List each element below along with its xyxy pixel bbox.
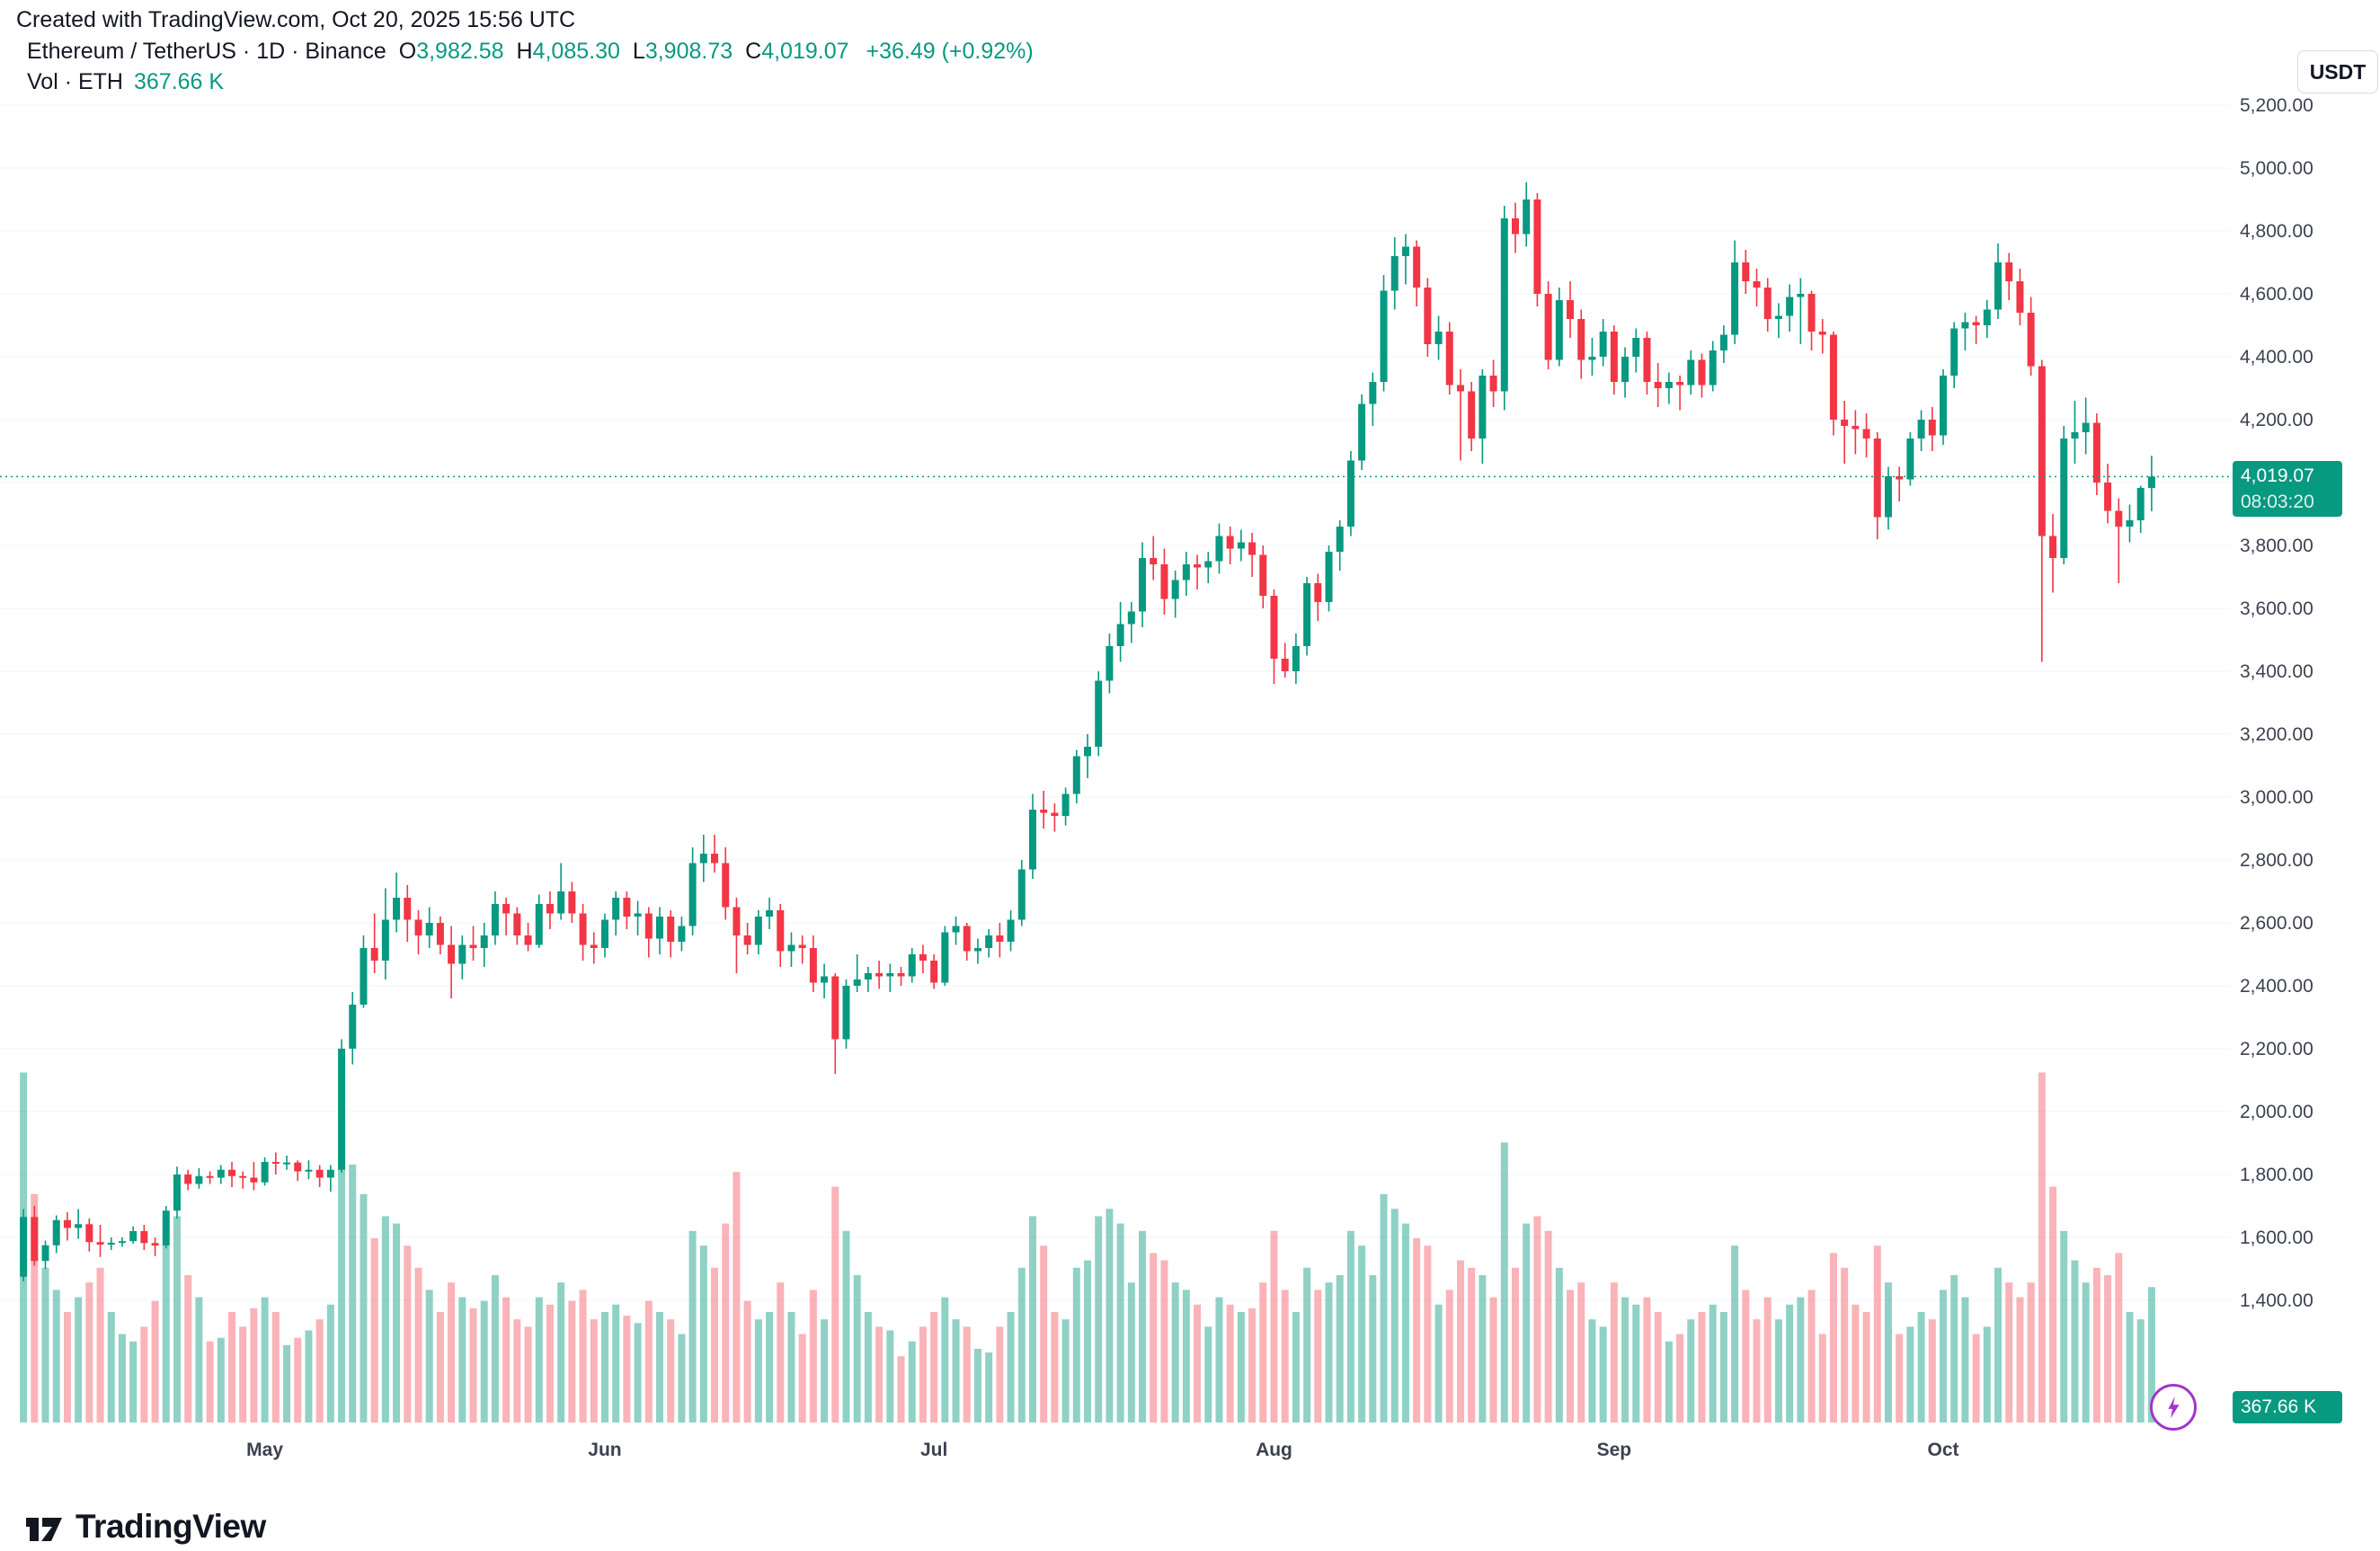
legend-row-volume: Vol · ETH 367.66 K bbox=[27, 66, 1034, 97]
close-value: 4,019.07 bbox=[761, 39, 849, 64]
svg-text:Aug: Aug bbox=[1256, 1440, 1292, 1460]
volume-badge: 367.66 K bbox=[2233, 1391, 2342, 1423]
close-label: C bbox=[745, 39, 762, 64]
tradingview-wordmark: TradingView bbox=[75, 1508, 266, 1545]
symbol-legend: Ethereum / TetherUS · 1D · Binance O3,982… bbox=[27, 36, 1034, 97]
svg-text:1,600.00: 1,600.00 bbox=[2240, 1228, 2313, 1248]
volume-value: 367.66 K bbox=[133, 69, 225, 94]
change-value: +36.49 (+0.92%) bbox=[866, 39, 1034, 64]
svg-text:May: May bbox=[246, 1440, 283, 1460]
svg-text:Jul: Jul bbox=[920, 1440, 947, 1460]
attribution-text: Created with TradingView.com, Oct 20, 20… bbox=[16, 7, 576, 32]
svg-text:2,000.00: 2,000.00 bbox=[2240, 1102, 2313, 1122]
svg-text:4,600.00: 4,600.00 bbox=[2240, 284, 2313, 305]
tradingview-logo[interactable]: TradingView bbox=[23, 1506, 266, 1547]
time-axis[interactable] bbox=[0, 1434, 2380, 1476]
svg-text:3,800.00: 3,800.00 bbox=[2240, 536, 2313, 556]
volume-label: Vol · ETH bbox=[27, 69, 123, 94]
high-value: 4,085.30 bbox=[532, 39, 620, 64]
svg-text:4,800.00: 4,800.00 bbox=[2240, 221, 2313, 242]
low-value: 3,908.73 bbox=[644, 39, 733, 64]
lightning-icon bbox=[2160, 1394, 2187, 1421]
open-label: O bbox=[398, 39, 417, 64]
symbol-title: Ethereum / TetherUS · 1D · Binance bbox=[27, 39, 386, 64]
last-price-badge: 4,019.07 08:03:20 bbox=[2233, 461, 2342, 518]
svg-text:4,200.00: 4,200.00 bbox=[2240, 410, 2313, 430]
svg-text:3,600.00: 3,600.00 bbox=[2240, 598, 2313, 619]
svg-text:3,200.00: 3,200.00 bbox=[2240, 724, 2313, 745]
last-price-value: 4,019.07 bbox=[2241, 465, 2314, 487]
high-label: H bbox=[516, 39, 533, 64]
currency-toggle-button[interactable]: USDT bbox=[2297, 50, 2378, 93]
svg-text:2,600.00: 2,600.00 bbox=[2240, 913, 2313, 934]
flash-button[interactable] bbox=[2150, 1384, 2197, 1431]
svg-text:Oct: Oct bbox=[1927, 1440, 1958, 1460]
price-axis[interactable] bbox=[2231, 36, 2380, 1434]
open-value: 3,982.58 bbox=[416, 39, 504, 64]
svg-text:Jun: Jun bbox=[588, 1440, 621, 1460]
svg-text:5,200.00: 5,200.00 bbox=[2240, 95, 2313, 116]
svg-text:2,800.00: 2,800.00 bbox=[2240, 850, 2313, 871]
svg-text:3,400.00: 3,400.00 bbox=[2240, 661, 2313, 682]
svg-text:1,800.00: 1,800.00 bbox=[2240, 1165, 2313, 1185]
svg-text:3,000.00: 3,000.00 bbox=[2240, 787, 2313, 808]
tradingview-mark-icon bbox=[23, 1506, 65, 1547]
svg-text:Sep: Sep bbox=[1597, 1440, 1632, 1460]
svg-text:2,200.00: 2,200.00 bbox=[2240, 1039, 2313, 1059]
svg-text:4,400.00: 4,400.00 bbox=[2240, 347, 2313, 368]
chart-canvas[interactable] bbox=[0, 36, 2231, 1434]
svg-text:1,400.00: 1,400.00 bbox=[2240, 1290, 2313, 1311]
svg-text:2,400.00: 2,400.00 bbox=[2240, 976, 2313, 997]
bar-countdown: 08:03:20 bbox=[2241, 492, 2314, 513]
svg-text:5,000.00: 5,000.00 bbox=[2240, 158, 2313, 179]
low-label: L bbox=[632, 39, 645, 64]
legend-row-ohlc: Ethereum / TetherUS · 1D · Binance O3,982… bbox=[27, 36, 1034, 66]
